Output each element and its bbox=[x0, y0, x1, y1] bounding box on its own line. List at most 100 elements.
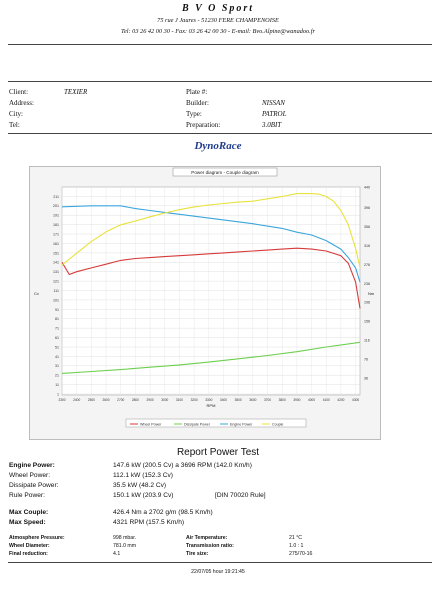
y-tick-right-76: 76 bbox=[364, 357, 368, 361]
client-info-top-divider bbox=[8, 81, 432, 82]
x-tick-3300: 3300 bbox=[205, 398, 212, 402]
rule-power-label: Rule Power: bbox=[9, 492, 45, 499]
chart-caption: Power diagram - Couple diagram bbox=[191, 170, 259, 175]
y-tick-left-211: 211 bbox=[53, 195, 59, 199]
x-tick-3000: 3000 bbox=[161, 398, 168, 402]
engine-power-label: Engine Power: bbox=[9, 462, 55, 469]
x-tick-4100: 4100 bbox=[323, 398, 330, 402]
y-tick-right-156: 156 bbox=[364, 320, 370, 324]
y-tick-left-31: 31 bbox=[55, 364, 59, 368]
plate-label: Plate #: bbox=[186, 88, 208, 96]
y-tick-left-111: 111 bbox=[54, 289, 59, 293]
y-tick-right-356: 356 bbox=[364, 225, 370, 229]
y-tick-left-201: 201 bbox=[53, 204, 59, 208]
client-value: TEXIER bbox=[64, 88, 88, 96]
dissipate-power-label: Dissipate Power: bbox=[9, 482, 59, 489]
wheel-power-label: Wheel Power: bbox=[9, 472, 51, 479]
wheel-diameter-value: 781.0 mm bbox=[113, 543, 137, 549]
type-label: Type: bbox=[186, 110, 202, 118]
series-line-wheel-power bbox=[61, 247, 361, 309]
x-tick-2700: 2700 bbox=[117, 398, 124, 402]
y-tick-left-11: 11 bbox=[55, 383, 59, 387]
y-tick-right-236: 236 bbox=[364, 282, 370, 286]
legend-label-dissipate-power: Dissipate Power bbox=[184, 422, 211, 426]
type-value: PATROL bbox=[262, 110, 287, 118]
x-tick-4300: 4300 bbox=[352, 398, 359, 402]
preparation-label: Preparation: bbox=[186, 121, 221, 129]
atmosphere-pressure-label: Atmosphere Pressure: bbox=[9, 535, 65, 541]
client-label: Client: bbox=[9, 88, 29, 96]
atmosphere-pressure-value: 998 mbar. bbox=[113, 535, 137, 541]
y-tick-left-171: 171 bbox=[53, 232, 59, 236]
dissipate-power-value: 35.5 kW (48.2 Cv) bbox=[113, 482, 167, 489]
y-tick-right-440: 440 bbox=[364, 185, 370, 189]
x-tick-2800: 2800 bbox=[132, 398, 139, 402]
legend-label-engine-power: Engine Power bbox=[230, 422, 253, 426]
y-tick-left-41: 41 bbox=[55, 355, 59, 359]
report-title: Report Power Test bbox=[176, 447, 260, 458]
y-tick-left-191: 191 bbox=[53, 214, 59, 218]
y-tick-left-1: 1 bbox=[57, 392, 59, 396]
transmission-ratio-label: Transmission ratio: bbox=[186, 543, 234, 549]
y-tick-right-116: 116 bbox=[364, 339, 370, 343]
company-name: B V O Sport bbox=[181, 3, 255, 14]
y-tick-left-81: 81 bbox=[55, 317, 59, 321]
report-timestamp: 22/07/05 hour 19:21:45 bbox=[191, 569, 245, 575]
y-tick-left-71: 71 bbox=[55, 327, 59, 331]
y-tick-left-21: 21 bbox=[55, 374, 59, 378]
max-speed-label: Max Speed: bbox=[9, 519, 46, 526]
x-tick-2900: 2900 bbox=[147, 398, 154, 402]
series-line-couple bbox=[61, 193, 361, 268]
x-tick-3800: 3800 bbox=[279, 398, 286, 402]
final-reduction-label: Final reduction: bbox=[9, 551, 48, 557]
company-address: 75 rue J Jaures - 51230 FERE CHAMPENOISE bbox=[157, 17, 279, 24]
rule-standard: [DIN 70020 Rule] bbox=[215, 492, 266, 499]
y-tick-left-51: 51 bbox=[55, 345, 59, 349]
chart-caption-box bbox=[172, 167, 278, 177]
x-tick-2500: 2500 bbox=[88, 398, 95, 402]
y-tick-left-91: 91 bbox=[55, 308, 59, 312]
x-tick-2300: 2300 bbox=[58, 398, 65, 402]
header-divider bbox=[8, 44, 432, 45]
y-axis-label-right: Nm bbox=[368, 291, 375, 296]
max-couple-value: 426.4 Nm a 2702 g/m (98.5 Km/h) bbox=[113, 509, 213, 516]
y-tick-right-396: 396 bbox=[364, 206, 370, 210]
series-line-engine-power bbox=[61, 205, 361, 283]
dyno-title: DynoRace bbox=[194, 140, 242, 152]
y-tick-left-101: 101 bbox=[53, 298, 59, 302]
x-tick-2600: 2600 bbox=[102, 398, 109, 402]
y-tick-left-181: 181 bbox=[53, 223, 59, 227]
x-tick-3200: 3200 bbox=[191, 398, 198, 402]
city-label: City: bbox=[9, 110, 24, 118]
legend-box bbox=[125, 418, 307, 428]
y-tick-left-121: 121 bbox=[53, 280, 59, 284]
footer-divider bbox=[8, 562, 432, 563]
tel-label: Tel: bbox=[9, 121, 20, 129]
y-tick-left-161: 161 bbox=[53, 242, 59, 246]
x-tick-3500: 3500 bbox=[235, 398, 242, 402]
y-tick-left-131: 131 bbox=[53, 270, 59, 274]
y-tick-left-151: 151 bbox=[53, 251, 59, 255]
dyno-chart: Power diagram - Couple diagram 211 201 191 1… bbox=[29, 166, 381, 440]
air-temperature-label: Air Temperature: bbox=[186, 535, 228, 541]
series-line-dissipate-power bbox=[61, 341, 361, 374]
x-tick-4000: 4000 bbox=[308, 398, 315, 402]
y-tick-right-196: 196 bbox=[364, 301, 370, 305]
builder-label: Builder: bbox=[186, 99, 209, 107]
y-tick-left-141: 141 bbox=[53, 261, 59, 265]
transmission-ratio-value: 1.0 : 1 bbox=[289, 543, 304, 549]
y-tick-right-276: 276 bbox=[364, 263, 370, 267]
x-tick-3700: 3700 bbox=[264, 398, 271, 402]
x-tick-3600: 3600 bbox=[249, 398, 256, 402]
x-axis-label: RPM bbox=[207, 403, 216, 408]
wheel-power-value: 112.1 kW (152.3 Cv) bbox=[113, 472, 173, 479]
engine-power-value: 147.6 kW (200.5 Cv) a 3696 RPM (142.0 Km… bbox=[113, 462, 252, 469]
x-tick-3900: 3900 bbox=[293, 398, 300, 402]
y-axis-label-left: Cv bbox=[34, 291, 39, 296]
y-tick-right-316: 316 bbox=[364, 244, 370, 248]
y-tick-right-36: 36 bbox=[364, 376, 368, 380]
x-tick-3100: 3100 bbox=[176, 398, 183, 402]
tire-size-label: Tire size: bbox=[186, 551, 209, 557]
preparation-value: 3.0BIT bbox=[262, 121, 282, 129]
x-tick-3400: 3400 bbox=[220, 398, 227, 402]
